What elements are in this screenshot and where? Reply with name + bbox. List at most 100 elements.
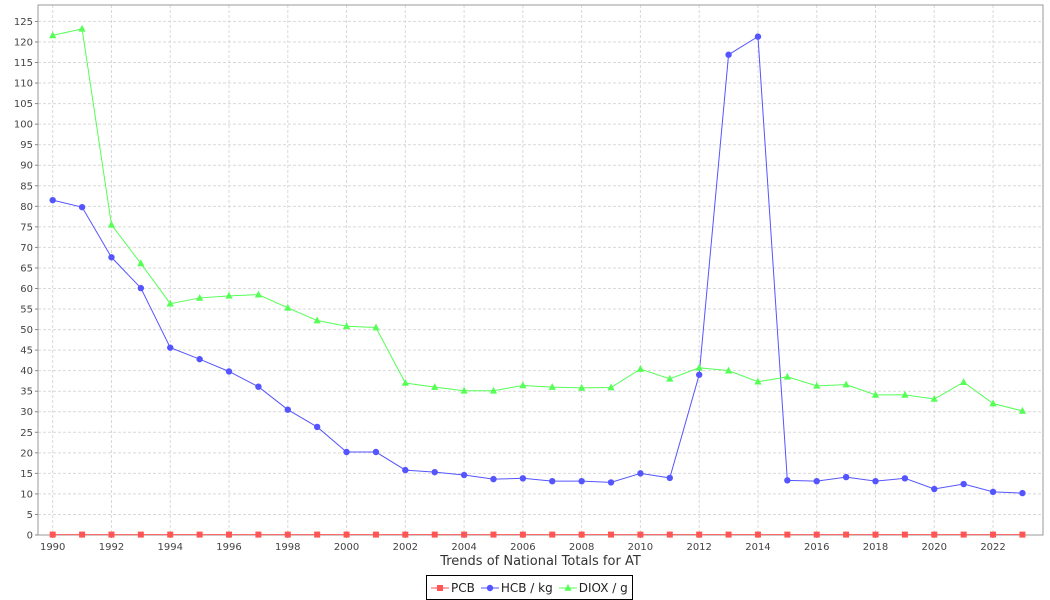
legend-swatch-hcb-kg <box>480 584 499 591</box>
data-point-hcb-kg <box>225 368 233 375</box>
data-point-diox-g <box>960 378 968 385</box>
data-point-hcb-kg <box>960 480 967 488</box>
data-point-hcb-kg <box>607 479 615 486</box>
data-point-diox-g <box>401 378 409 386</box>
data-point-pcb <box>490 531 497 538</box>
data-point-hcb-kg <box>431 468 438 476</box>
data-point-diox-g <box>166 299 174 307</box>
x-tick-label: 2022 <box>980 542 1005 553</box>
data-point-hcb-kg <box>255 383 262 390</box>
y-tick-label: 40 <box>20 366 33 377</box>
legend-swatch-pcb <box>431 584 449 591</box>
data-point-diox-g <box>519 381 527 389</box>
data-point-hcb-kg <box>196 355 203 363</box>
data-point-diox-g <box>196 293 204 301</box>
data-point-hcb-kg <box>108 254 115 261</box>
y-tick-label: 25 <box>20 428 33 439</box>
data-point-diox-g <box>901 390 909 398</box>
legend-item-diox-g: DIOX / g <box>558 581 628 595</box>
data-point-pcb <box>402 531 409 538</box>
data-point-hcb-kg <box>578 477 585 485</box>
data-point-hcb-kg <box>1019 489 1026 497</box>
data-point-diox-g <box>431 383 439 390</box>
data-point-hcb-kg <box>754 33 762 40</box>
data-point-hcb-kg <box>313 423 321 431</box>
legend-item-hcb-kg: HCB / kg <box>480 580 553 595</box>
data-point-pcb <box>314 531 321 538</box>
data-point-pcb <box>49 531 56 538</box>
data-point-diox-g <box>137 259 145 267</box>
legend: PCB HCB / kg DIOX / g <box>426 575 633 600</box>
y-tick-label: 50 <box>20 325 33 336</box>
data-point-diox-g <box>842 380 850 388</box>
data-point-diox-g <box>489 386 498 394</box>
x-tick-label: 1990 <box>40 542 65 553</box>
data-point-pcb <box>843 531 850 538</box>
data-point-pcb <box>960 531 967 538</box>
y-tick-label: 35 <box>20 387 33 398</box>
data-point-hcb-kg <box>460 471 468 479</box>
data-point-diox-g <box>225 291 233 299</box>
data-point-pcb <box>990 531 997 538</box>
data-point-hcb-kg <box>725 51 732 58</box>
y-tick-label: 45 <box>20 346 33 357</box>
x-tick-label: 2008 <box>569 542 594 553</box>
y-tick-label: 5 <box>27 510 33 521</box>
series-pcb <box>49 531 1026 538</box>
data-point-pcb <box>226 531 233 538</box>
data-point-diox-g <box>1018 406 1027 414</box>
data-point-hcb-kg <box>549 477 556 485</box>
data-point-pcb <box>578 531 585 538</box>
data-point-hcb-kg <box>490 475 497 483</box>
y-tick-label: 60 <box>20 284 33 295</box>
y-tick-label: 0 <box>27 531 33 542</box>
data-point-diox-g <box>695 363 703 371</box>
x-tick-label: 2016 <box>804 542 829 553</box>
data-point-diox-g <box>989 399 997 407</box>
data-point-pcb <box>255 531 262 538</box>
data-point-pcb <box>167 531 174 538</box>
x-tick-label: 2010 <box>628 542 653 553</box>
legend-swatch-diox-g <box>558 583 577 591</box>
legend-label: HCB / kg <box>500 580 553 595</box>
data-point-diox-g <box>578 383 586 391</box>
data-point-diox-g <box>284 303 292 311</box>
data-point-hcb-kg <box>901 475 909 482</box>
plot-area-border <box>37 4 1044 536</box>
y-tick-label: 65 <box>20 263 33 274</box>
data-point-hcb-kg <box>931 485 938 493</box>
data-point-diox-g <box>813 381 821 389</box>
y-tick-label: 95 <box>20 140 33 151</box>
data-point-diox-g <box>754 377 762 385</box>
data-point-hcb-kg <box>666 474 673 482</box>
data-point-pcb <box>549 531 556 538</box>
data-point-hcb-kg <box>813 477 820 485</box>
x-tick-label: 2004 <box>451 542 476 553</box>
series-line-hcb-kg <box>52 35 1023 494</box>
data-point-pcb <box>725 531 732 538</box>
data-point-hcb-kg <box>284 406 291 413</box>
data-point-hcb-kg <box>637 470 644 477</box>
x-tick-label: 2020 <box>922 542 947 553</box>
data-point-hcb-kg <box>137 284 145 292</box>
data-point-hcb-kg <box>784 477 791 484</box>
x-tick-label: 1996 <box>216 542 241 553</box>
data-point-pcb <box>461 531 468 538</box>
data-point-pcb <box>343 531 350 538</box>
data-point-hcb-kg <box>989 488 997 496</box>
x-tick-label: 2018 <box>863 542 888 553</box>
data-point-hcb-kg <box>519 475 527 482</box>
y-tick-label: 70 <box>20 243 33 254</box>
data-point-pcb <box>1019 531 1026 538</box>
x-axis-title: Trends of National Totals for AT <box>439 554 641 569</box>
data-point-pcb <box>696 531 703 538</box>
data-point-diox-g <box>107 220 116 228</box>
x-tick-label: 2000 <box>334 542 359 553</box>
data-point-pcb <box>372 531 379 538</box>
data-point-pcb <box>79 531 86 538</box>
data-point-diox-g <box>49 31 57 39</box>
x-tick-label: 2002 <box>393 542 418 553</box>
data-point-diox-g <box>313 316 321 324</box>
data-point-hcb-kg <box>167 344 174 351</box>
data-point-diox-g <box>666 374 674 382</box>
